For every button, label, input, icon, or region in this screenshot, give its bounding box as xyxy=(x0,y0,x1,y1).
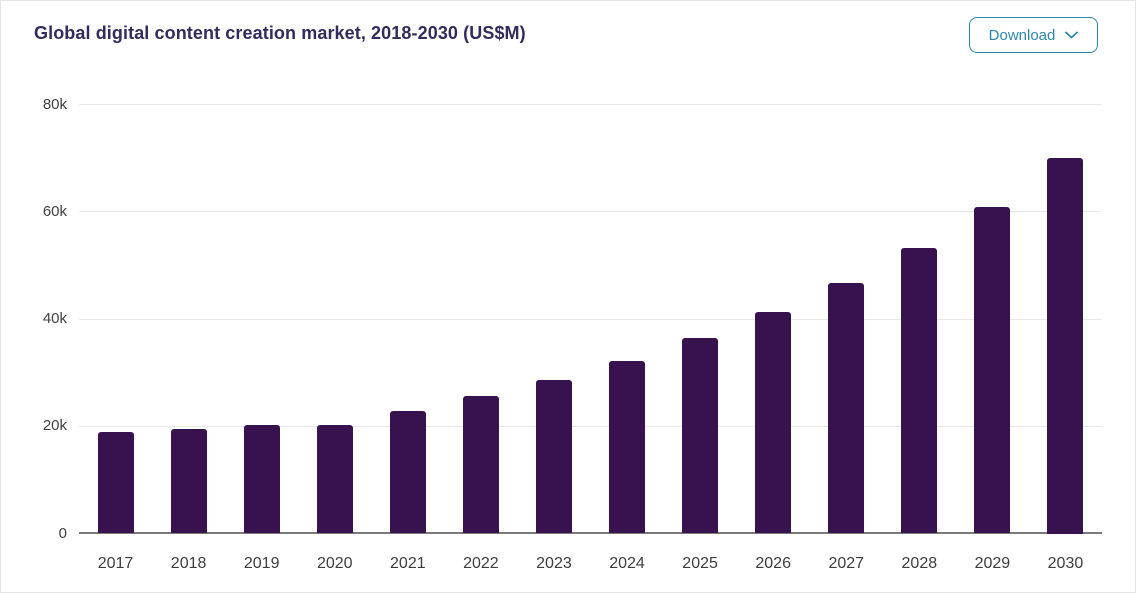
bar-2027[interactable] xyxy=(828,283,865,534)
bar-2026[interactable] xyxy=(755,312,792,534)
x-axis-tick-2020: 2020 xyxy=(316,555,353,572)
x-axis-tick-2025: 2025 xyxy=(682,555,718,572)
bar-2025[interactable] xyxy=(682,338,719,534)
bar-2029[interactable] xyxy=(974,207,1011,534)
bar-2028[interactable] xyxy=(901,248,938,534)
chevron-down-icon xyxy=(1065,31,1079,39)
y-axis-tick-80k: 80k xyxy=(42,95,67,113)
x-axis-tick-2027: 2027 xyxy=(828,555,865,572)
bar-2020[interactable] xyxy=(316,424,353,534)
download-button-label: Download xyxy=(988,26,1056,44)
page-title: Global digital content creation market, … xyxy=(34,23,526,43)
gridline-40k xyxy=(79,318,1102,320)
bar-2018[interactable] xyxy=(170,428,207,534)
x-axis-tick-2018: 2018 xyxy=(170,555,207,572)
gridline-60k xyxy=(79,211,1102,213)
gridline-20k xyxy=(79,425,1102,427)
gridline-80k xyxy=(79,104,1102,105)
x-axis-tick-2024: 2024 xyxy=(609,555,645,572)
x-axis-tick-2030: 2030 xyxy=(1047,555,1084,572)
bar-2021[interactable] xyxy=(389,411,426,534)
x-axis-tick-2022: 2022 xyxy=(463,555,499,572)
x-axis-tick-2029: 2029 xyxy=(974,555,1011,572)
y-axis-tick-60k: 60k xyxy=(42,202,67,220)
bar-2022[interactable] xyxy=(462,395,499,534)
y-axis-tick-0: 0 xyxy=(58,524,67,542)
x-axis-line xyxy=(79,532,1102,534)
bar-2024[interactable] xyxy=(609,360,646,534)
x-axis-tick-2021: 2021 xyxy=(390,555,426,572)
bar-2030[interactable] xyxy=(1047,158,1084,534)
bar-2023[interactable] xyxy=(535,379,572,534)
download-button[interactable]: Download xyxy=(969,17,1098,53)
x-axis-tick-2017: 2017 xyxy=(97,555,134,572)
bar-2019[interactable] xyxy=(243,424,280,534)
y-axis-tick-40k: 40k xyxy=(42,310,67,327)
x-axis-tick-2019: 2019 xyxy=(243,555,280,572)
bar-2017[interactable] xyxy=(97,431,134,534)
x-axis-tick-2023: 2023 xyxy=(536,555,572,572)
x-axis-tick-2026: 2026 xyxy=(755,555,791,572)
y-axis-tick-20k: 20k xyxy=(42,417,67,435)
x-axis-tick-2028: 2028 xyxy=(901,555,938,572)
